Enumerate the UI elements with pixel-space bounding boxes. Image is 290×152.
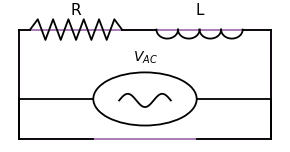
Text: L: L [195,3,204,18]
Bar [19,30,271,139]
Circle shape [93,72,197,126]
Text: R: R [71,3,81,18]
Text: $V_{AC}$: $V_{AC}$ [133,49,157,66]
